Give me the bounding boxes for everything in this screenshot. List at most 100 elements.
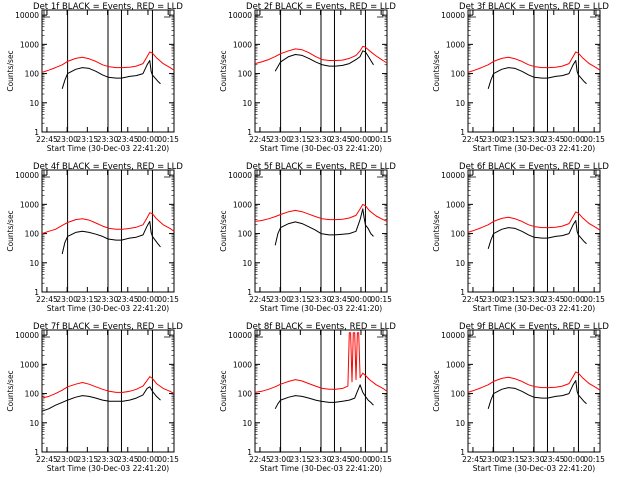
x-tick-label: 23:30 — [523, 455, 545, 464]
series-line-events — [61, 60, 161, 89]
x-tick-label: 00:15 — [157, 135, 179, 144]
x-tick-label: 22:45 — [36, 295, 58, 304]
series-line-events — [274, 208, 374, 246]
x-tick-label: 23:30 — [97, 135, 119, 144]
x-tick-label: 23:30 — [310, 135, 332, 144]
x-tick-label: 23:15 — [503, 295, 525, 304]
panel-det-9: Det 9f BLACK = Events, RED = LLD 1 10 100 10… — [432, 322, 609, 473]
x-tick-label: 23:30 — [523, 295, 545, 304]
y-tick-label: 100 — [451, 390, 466, 399]
x-tick-label: 23:30 — [523, 135, 545, 144]
y-tick-label: 1 — [34, 128, 39, 137]
panel-title: Det 7f BLACK = Events, RED = LLD — [33, 322, 183, 332]
y-axis-label: Counts/sec — [432, 210, 441, 251]
x-tick-label: 23:15 — [290, 455, 312, 464]
x-tick-label: 22:45 — [249, 455, 271, 464]
x-tick-label: 23:45 — [117, 295, 139, 304]
y-tick-label: 1000 — [20, 200, 39, 209]
x-tick-label: 22:45 — [462, 295, 484, 304]
x-tick-label: 23:15 — [290, 295, 312, 304]
y-tick-label: 1 — [247, 288, 252, 297]
corner-mark — [377, 170, 384, 178]
x-tick-label: 23:45 — [543, 455, 565, 464]
x-tick-label: 22:45 — [462, 135, 484, 144]
y-tick-label: 10 — [455, 259, 465, 268]
panel-title: Det 9f BLACK = Events, RED = LLD — [459, 322, 609, 332]
y-tick-label: 100 — [238, 70, 253, 79]
x-tick-label: 23:45 — [330, 135, 352, 144]
panel-title: Det 8f BLACK = Events, RED = LLD — [246, 322, 396, 332]
corner-mark — [469, 170, 476, 178]
panel-det-6: Det 6f BLACK = Events, RED = LLD 1 10 100 10… — [432, 162, 609, 313]
y-tick-label: 10000 — [441, 171, 465, 180]
corner-mark — [43, 10, 50, 18]
x-tick-label: 23:15 — [77, 295, 99, 304]
corner-mark — [469, 330, 476, 338]
x-tick-label: 23:00 — [269, 295, 291, 304]
y-tick-label: 1000 — [233, 40, 252, 49]
corner-mark — [469, 10, 476, 18]
y-tick-label: 100 — [238, 230, 253, 239]
y-tick-label: 1 — [34, 288, 39, 297]
y-tick-label: 1 — [460, 128, 465, 137]
x-tick-label: 23:00 — [269, 455, 291, 464]
x-tick-label: 22:45 — [36, 135, 58, 144]
panel-title: Det 6f BLACK = Events, RED = LLD — [459, 162, 609, 172]
x-tick-label: 23:45 — [543, 295, 565, 304]
x-tick-label: 00:15 — [157, 455, 179, 464]
x-tick-label: 23:30 — [310, 295, 332, 304]
series-line-events — [487, 60, 587, 89]
y-tick-label: 1000 — [446, 40, 465, 49]
y-tick-label: 1 — [460, 288, 465, 297]
x-tick-label: 00:15 — [583, 295, 605, 304]
y-axis-label: Counts/sec — [6, 50, 15, 91]
x-tick-label: 00:00 — [137, 455, 159, 464]
y-tick-label: 10 — [29, 419, 39, 428]
corner-mark — [43, 330, 50, 338]
y-tick-label: 1 — [247, 448, 252, 457]
x-tick-label: 00:15 — [370, 295, 392, 304]
panel-det-8: Det 8f BLACK = Events, RED = LLD 1 10 100 10… — [219, 322, 396, 473]
x-tick-label: 23:15 — [503, 455, 525, 464]
x-tick-label: 23:45 — [330, 455, 352, 464]
y-tick-label: 1 — [34, 448, 39, 457]
x-tick-label: 23:00 — [56, 455, 78, 464]
y-tick-label: 100 — [451, 70, 466, 79]
y-axis-label: Counts/sec — [6, 370, 15, 411]
panel-det-7: Det 7f BLACK = Events, RED = LLD 1 10 100 10… — [6, 322, 183, 473]
corner-mark — [164, 10, 171, 18]
y-tick-label: 10000 — [441, 331, 465, 340]
x-tick-label: 23:45 — [117, 455, 139, 464]
y-axis-label: Counts/sec — [219, 210, 228, 251]
y-tick-label: 10 — [242, 99, 252, 108]
corner-mark — [256, 170, 263, 178]
panel-det-4: Det 4f BLACK = Events, RED = LLD 1 10 100 10… — [6, 162, 183, 313]
x-axis-label: Start Time (30-Dec-03 22:41:20) — [47, 304, 169, 313]
x-tick-label: 00:15 — [583, 135, 605, 144]
corner-mark — [377, 330, 384, 338]
x-tick-label: 23:00 — [269, 135, 291, 144]
series-line-events — [487, 220, 587, 249]
x-tick-label: 00:00 — [563, 455, 585, 464]
panel-det-5: Det 5f BLACK = Events, RED = LLD 1 10 100 10… — [219, 162, 396, 313]
series-line-lld — [467, 51, 601, 73]
x-tick-label: 00:15 — [370, 135, 392, 144]
x-tick-label: 23:15 — [77, 455, 99, 464]
series-line-lld — [467, 371, 601, 393]
panel-title: Det 3f BLACK = Events, RED = LLD — [459, 2, 609, 12]
x-axis-label: Start Time (30-Dec-03 22:41:20) — [473, 464, 595, 473]
y-tick-label: 100 — [25, 230, 40, 239]
x-tick-label: 23:30 — [97, 455, 119, 464]
y-axis-label: Counts/sec — [432, 370, 441, 411]
panel-title: Det 1f BLACK = Events, RED = LLD — [33, 2, 183, 12]
y-tick-label: 10000 — [228, 11, 252, 20]
series-line-lld — [254, 203, 388, 222]
x-tick-label: 00:00 — [350, 135, 372, 144]
panel-det-2: Det 2f BLACK = Events, RED = LLD 1 10 100 10… — [219, 2, 396, 153]
y-tick-label: 10 — [242, 259, 252, 268]
corner-mark — [590, 170, 597, 178]
y-tick-label: 10 — [455, 419, 465, 428]
y-tick-label: 1000 — [446, 360, 465, 369]
x-tick-label: 23:00 — [482, 295, 504, 304]
x-axis-label: Start Time (30-Dec-03 22:41:20) — [47, 144, 169, 153]
